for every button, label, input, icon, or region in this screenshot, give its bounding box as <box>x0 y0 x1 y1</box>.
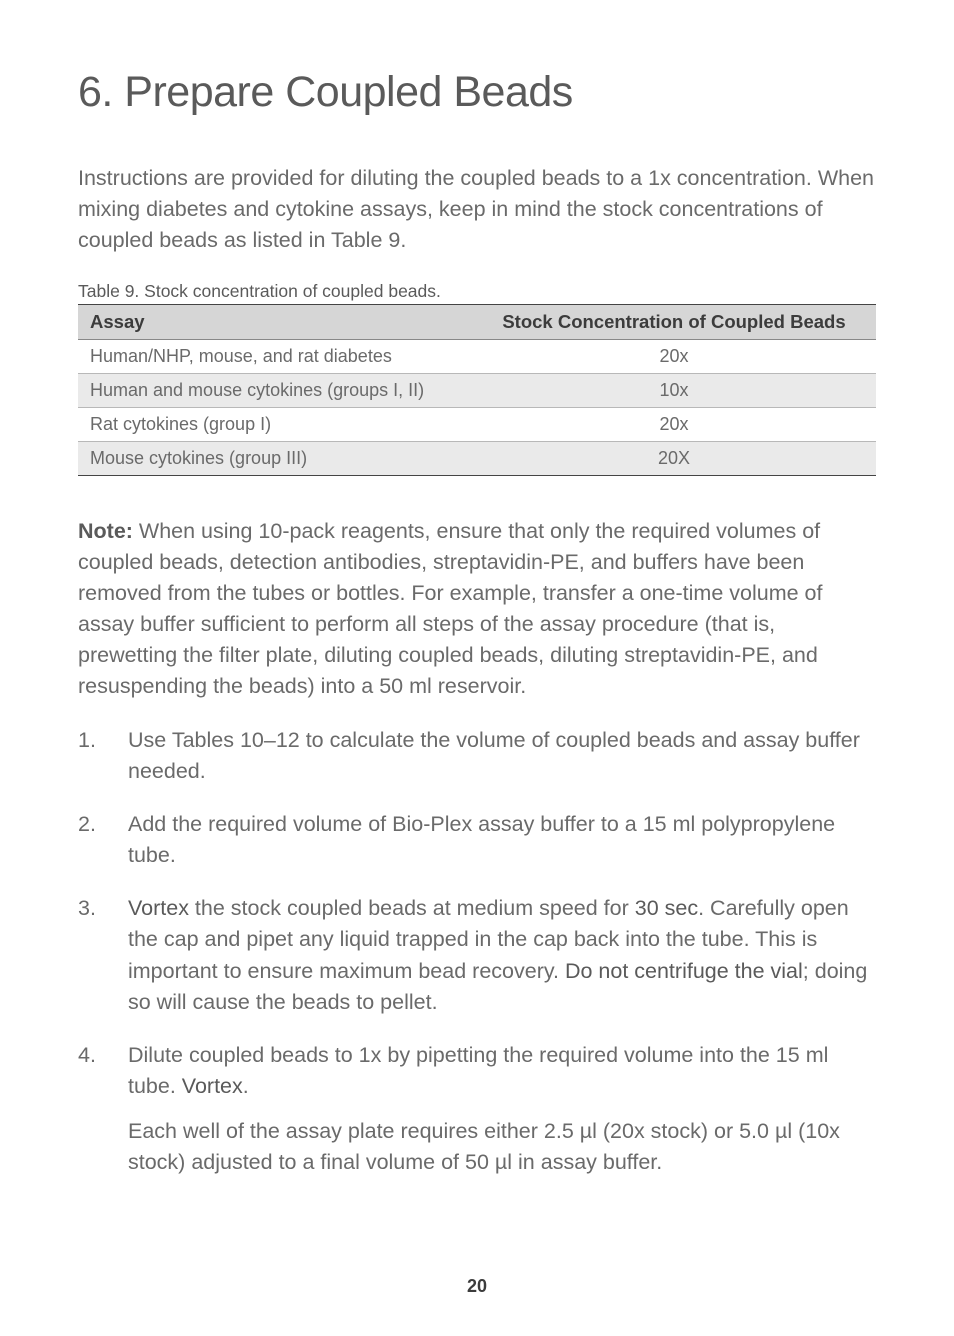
section-heading: 6. Prepare Coupled Beads <box>78 68 876 117</box>
cell-conc: 10x <box>472 373 876 407</box>
cell-assay: Rat cytokines (group I) <box>78 407 472 441</box>
vortex-bold: Vortex <box>128 896 189 920</box>
table-row: Rat cytokines (group I) 20x <box>78 407 876 441</box>
step-text: the stock coupled beads at medium speed … <box>189 896 635 920</box>
table-caption: Table 9. Stock concentration of coupled … <box>78 281 876 302</box>
step-text: Use Tables 10–12 to calculate the volume… <box>128 728 860 783</box>
cell-conc: 20x <box>472 407 876 441</box>
intro-paragraph: Instructions are provided for diluting t… <box>78 163 876 257</box>
note-text: When using 10-pack reagents, ensure that… <box>78 519 822 699</box>
table-header-row: Assay Stock Concentration of Coupled Bea… <box>78 304 876 339</box>
thirty-sec-bold: 30 sec <box>635 896 698 920</box>
col-concentration: Stock Concentration of Coupled Beads <box>472 304 876 339</box>
cell-assay: Human and mouse cytokines (groups I, II) <box>78 373 472 407</box>
vortex-bold: Vortex <box>182 1074 243 1098</box>
step-4: Dilute coupled beads to 1x by pipetting … <box>78 1040 876 1179</box>
table-row: Human and mouse cytokines (groups I, II)… <box>78 373 876 407</box>
note-label: Note: <box>78 519 133 543</box>
step-2: Add the required volume of Bio-Plex assa… <box>78 809 876 871</box>
steps-list: Use Tables 10–12 to calculate the volume… <box>78 725 876 1179</box>
table-row: Mouse cytokines (group III) 20X <box>78 441 876 475</box>
cell-assay: Mouse cytokines (group III) <box>78 441 472 475</box>
step-3: Vortex the stock coupled beads at medium… <box>78 893 876 1018</box>
page-number: 20 <box>0 1276 954 1297</box>
stock-concentration-table: Assay Stock Concentration of Coupled Bea… <box>78 304 876 476</box>
step-text: . <box>243 1074 249 1098</box>
step-text: Add the required volume of Bio-Plex assa… <box>128 812 835 867</box>
cell-assay: Human/NHP, mouse, and rat diabetes <box>78 339 472 373</box>
note-paragraph: Note: When using 10-pack reagents, ensur… <box>78 516 876 703</box>
step-1: Use Tables 10–12 to calculate the volume… <box>78 725 876 787</box>
table-row: Human/NHP, mouse, and rat diabetes 20x <box>78 339 876 373</box>
cell-conc: 20x <box>472 339 876 373</box>
cell-conc: 20X <box>472 441 876 475</box>
col-assay: Assay <box>78 304 472 339</box>
step-4-sub: Each well of the assay plate requires ei… <box>128 1116 876 1178</box>
do-not-centrifuge-bold: Do not centrifuge the vial <box>565 959 803 983</box>
